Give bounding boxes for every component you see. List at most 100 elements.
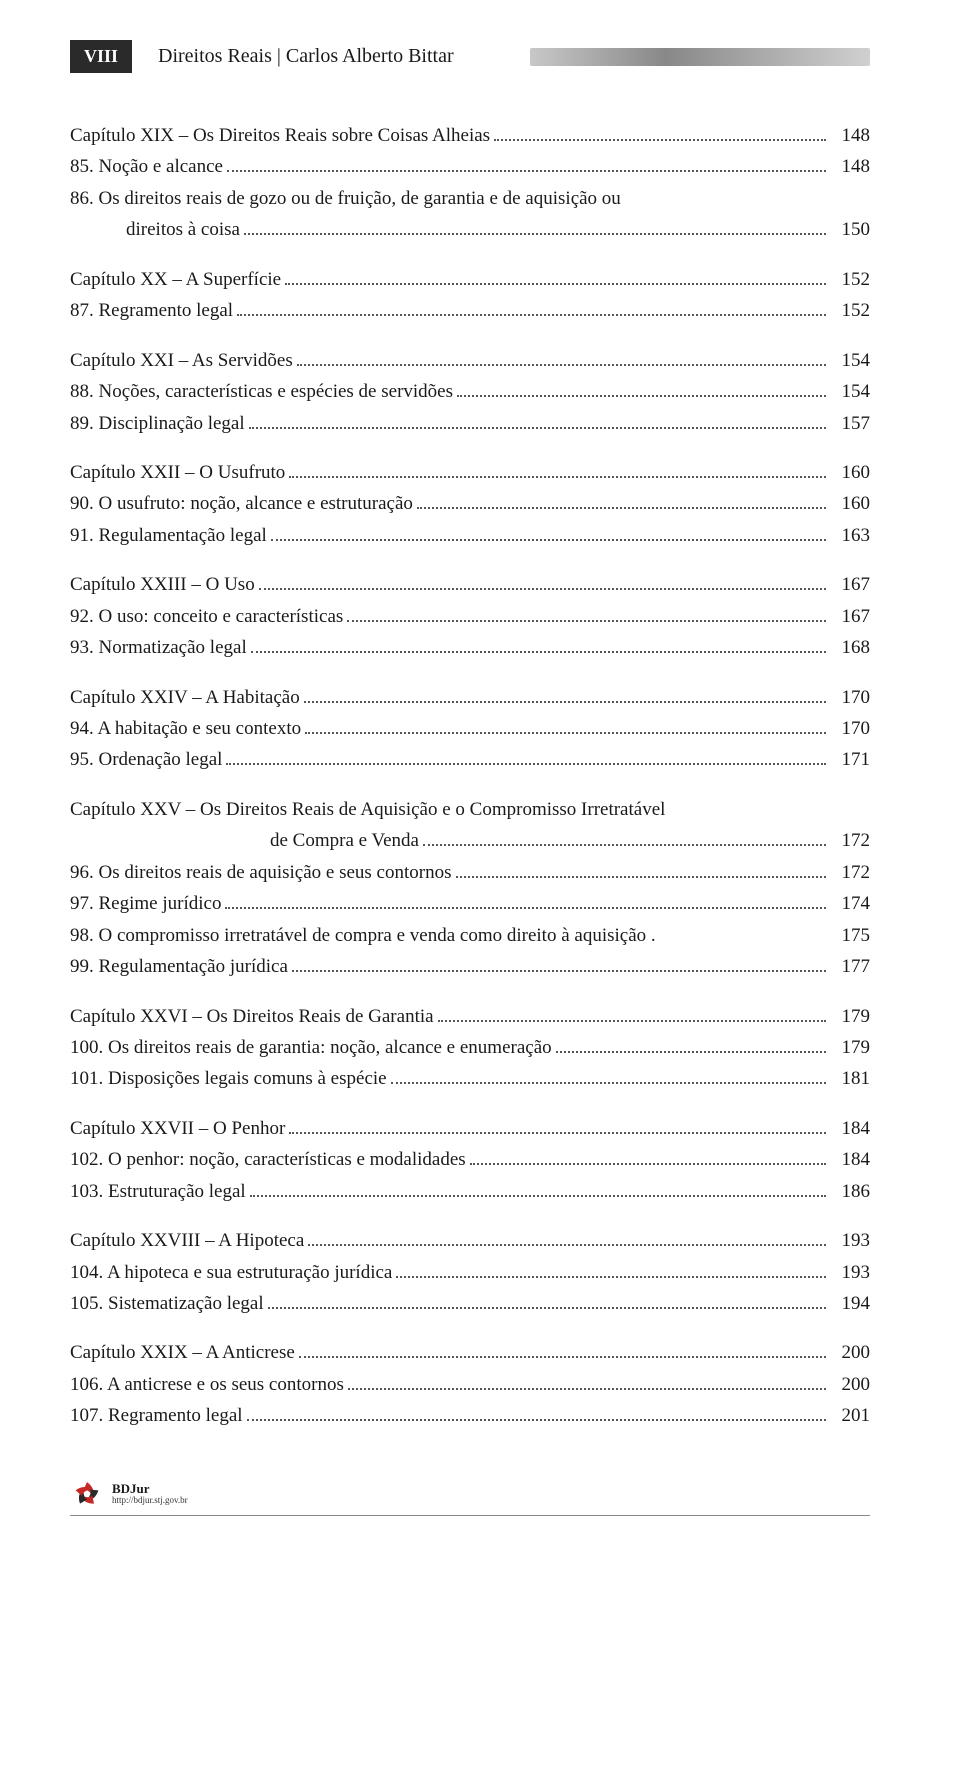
toc-dots bbox=[308, 1244, 826, 1246]
toc-entry-label: 86. Os direitos reais de gozo ou de frui… bbox=[70, 184, 621, 213]
toc-dots bbox=[271, 539, 826, 541]
toc-entry-label: 104. A hipoteca e sua estruturação juríd… bbox=[70, 1258, 392, 1287]
toc-dots bbox=[289, 476, 826, 478]
toc-entry: 94. A habitação e seu contexto170 bbox=[70, 714, 870, 743]
toc-entry-label: 92. O uso: conceito e características bbox=[70, 602, 343, 631]
toc-entry-page: 194 bbox=[830, 1289, 870, 1318]
page-footer: BDJur http://bdjur.stj.gov.br bbox=[70, 1471, 870, 1511]
toc-entry-page: 168 bbox=[830, 633, 870, 662]
toc-dots bbox=[347, 620, 826, 622]
toc-entry: 96. Os direitos reais de aquisição e seu… bbox=[70, 858, 870, 887]
toc-entry-page: 152 bbox=[830, 265, 870, 294]
toc-entry-label: Capítulo XXI – As Servidões bbox=[70, 346, 293, 375]
toc-entry: de Compra e Venda 172 bbox=[70, 826, 870, 855]
toc-entry-label: 102. O penhor: noção, características e … bbox=[70, 1145, 466, 1174]
toc-entry-page: 201 bbox=[830, 1401, 870, 1430]
toc-dots bbox=[250, 1195, 826, 1197]
toc-entry-page: 200 bbox=[830, 1370, 870, 1399]
toc-dots bbox=[423, 844, 826, 846]
toc-entry-page: 154 bbox=[830, 346, 870, 375]
toc-entry-label: Capítulo XXV – Os Direitos Reais de Aqui… bbox=[70, 795, 665, 824]
footer-rule bbox=[70, 1515, 870, 1516]
toc-entry-page: 160 bbox=[830, 458, 870, 487]
toc-entry: 105. Sistematização legal 194 bbox=[70, 1289, 870, 1318]
toc-entry: Capítulo XXIX – A Anticrese200 bbox=[70, 1338, 870, 1367]
toc-entry-label: 99. Regulamentação jurídica bbox=[70, 952, 288, 981]
toc-entry: Capítulo XXI – As Servidões 154 bbox=[70, 346, 870, 375]
page: VIII Direitos Reais | Carlos Alberto Bit… bbox=[0, 0, 960, 1576]
table-of-contents: Capítulo XIX – Os Direitos Reais sobre C… bbox=[70, 121, 870, 1431]
toc-dots bbox=[244, 233, 826, 235]
toc-dots bbox=[305, 732, 826, 734]
toc-entry-label: 105. Sistematização legal bbox=[70, 1289, 264, 1318]
toc-entry-label: 98. O compromisso irretratável de compra… bbox=[70, 921, 656, 950]
toc-entry-label: 97. Regime jurídico bbox=[70, 889, 221, 918]
toc-entry-page: 160 bbox=[830, 489, 870, 518]
toc-entry: Capítulo XXIII – O Uso 167 bbox=[70, 570, 870, 599]
toc-entry-label: 88. Noções, características e espécies d… bbox=[70, 377, 453, 406]
toc-entry-page: 184 bbox=[830, 1145, 870, 1174]
toc-entry-page: 154 bbox=[830, 377, 870, 406]
toc-entry: 88. Noções, características e espécies d… bbox=[70, 377, 870, 406]
toc-entry-page: 179 bbox=[830, 1033, 870, 1062]
toc-entry-page: 200 bbox=[830, 1338, 870, 1367]
toc-entry-page: 181 bbox=[830, 1064, 870, 1093]
toc-entry: 86. Os direitos reais de gozo ou de frui… bbox=[70, 184, 870, 213]
toc-gap bbox=[70, 440, 870, 458]
toc-entry-label: Capítulo XXII – O Usufruto bbox=[70, 458, 285, 487]
toc-entry-label: 103. Estruturação legal bbox=[70, 1177, 246, 1206]
toc-entry-page: 167 bbox=[830, 602, 870, 631]
toc-entry-label: 106. A anticrese e os seus contornos bbox=[70, 1370, 344, 1399]
footer-text: BDJur http://bdjur.stj.gov.br bbox=[112, 1482, 188, 1506]
toc-entry-label: 101. Disposições legais comuns à espécie bbox=[70, 1064, 387, 1093]
page-number-roman: VIII bbox=[70, 40, 132, 73]
toc-entry-page: 177 bbox=[830, 952, 870, 981]
toc-entry: 104. A hipoteca e sua estruturação juríd… bbox=[70, 1258, 870, 1287]
toc-dots bbox=[438, 1020, 826, 1022]
toc-entry: 101. Disposições legais comuns à espécie… bbox=[70, 1064, 870, 1093]
toc-dots bbox=[292, 970, 826, 972]
toc-entry-label: 94. A habitação e seu contexto bbox=[70, 714, 301, 743]
toc-dots bbox=[457, 395, 826, 397]
toc-entry-page: 150 bbox=[830, 215, 870, 244]
toc-entry-label: Capítulo XX – A Superfície bbox=[70, 265, 281, 294]
toc-entry-page: 148 bbox=[830, 121, 870, 150]
toc-entry: 91. Regulamentação legal163 bbox=[70, 521, 870, 550]
toc-entry-page: 167 bbox=[830, 570, 870, 599]
toc-entry-label: 89. Disciplinação legal bbox=[70, 409, 245, 438]
toc-dots bbox=[226, 763, 826, 765]
toc-entry: 87. Regramento legal152 bbox=[70, 296, 870, 325]
toc-entry-label: Capítulo XXVII – O Penhor bbox=[70, 1114, 285, 1143]
toc-entry-label: Capítulo XXVIII – A Hipoteca bbox=[70, 1226, 304, 1255]
toc-entry-page: 172 bbox=[830, 858, 870, 887]
toc-entry-label: de Compra e Venda bbox=[70, 826, 419, 855]
toc-entry: 102. O penhor: noção, características e … bbox=[70, 1145, 870, 1174]
toc-entry-label: direitos à coisa bbox=[70, 215, 240, 244]
toc-entry-label: 91. Regulamentação legal bbox=[70, 521, 267, 550]
toc-gap bbox=[70, 552, 870, 570]
toc-entry: direitos à coisa 150 bbox=[70, 215, 870, 244]
toc-entry-page: 186 bbox=[830, 1177, 870, 1206]
toc-dots bbox=[470, 1163, 826, 1165]
toc-entry: Capítulo XXV – Os Direitos Reais de Aqui… bbox=[70, 795, 870, 824]
toc-entry-label: 96. Os direitos reais de aquisição e seu… bbox=[70, 858, 452, 887]
toc-entry: 98. O compromisso irretratável de compra… bbox=[70, 921, 870, 950]
toc-entry: Capítulo XXIV – A Habitação170 bbox=[70, 683, 870, 712]
toc-entry: 106. A anticrese e os seus contornos 200 bbox=[70, 1370, 870, 1399]
footer-url: http://bdjur.stj.gov.br bbox=[112, 1496, 188, 1506]
toc-dots bbox=[304, 701, 826, 703]
toc-dots bbox=[348, 1388, 826, 1390]
toc-entry-page: 170 bbox=[830, 683, 870, 712]
toc-entry: 103. Estruturação legal 186 bbox=[70, 1177, 870, 1206]
toc-entry-page: 193 bbox=[830, 1226, 870, 1255]
toc-entry: 107. Regramento legal201 bbox=[70, 1401, 870, 1430]
toc-entry-label: Capítulo XXIII – O Uso bbox=[70, 570, 255, 599]
toc-entry-page: 172 bbox=[830, 826, 870, 855]
toc-dots bbox=[456, 876, 827, 878]
toc-entry-page: 179 bbox=[830, 1002, 870, 1031]
toc-dots bbox=[299, 1356, 826, 1358]
toc-dots bbox=[227, 170, 826, 172]
toc-entry-page: 193 bbox=[830, 1258, 870, 1287]
toc-dots bbox=[494, 139, 826, 141]
header-gradient-bar bbox=[530, 48, 870, 66]
